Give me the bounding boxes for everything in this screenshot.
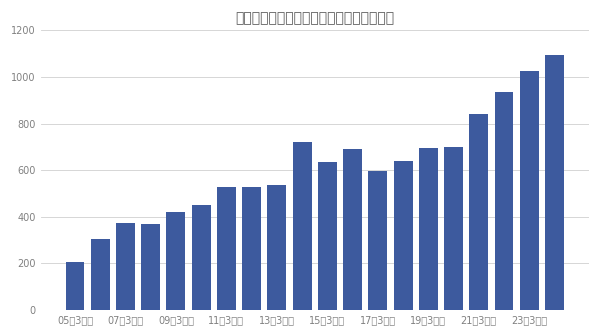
Bar <box>469 114 488 310</box>
Bar <box>116 223 135 310</box>
Bar <box>217 186 236 310</box>
Bar <box>268 185 286 310</box>
Bar <box>141 224 160 310</box>
Bar <box>65 262 85 310</box>
Title: 任天堂の研究開発費の推移（単位：億円）: 任天堂の研究開発費の推移（単位：億円） <box>235 11 394 25</box>
Bar <box>242 186 261 310</box>
Bar <box>545 55 564 310</box>
Bar <box>494 92 514 310</box>
Bar <box>394 161 413 310</box>
Bar <box>192 205 211 310</box>
Bar <box>318 162 337 310</box>
Bar <box>91 239 110 310</box>
Bar <box>343 149 362 310</box>
Bar <box>520 71 539 310</box>
Bar <box>419 148 438 310</box>
Bar <box>444 147 463 310</box>
Bar <box>166 212 185 310</box>
Bar <box>293 142 311 310</box>
Bar <box>368 171 388 310</box>
